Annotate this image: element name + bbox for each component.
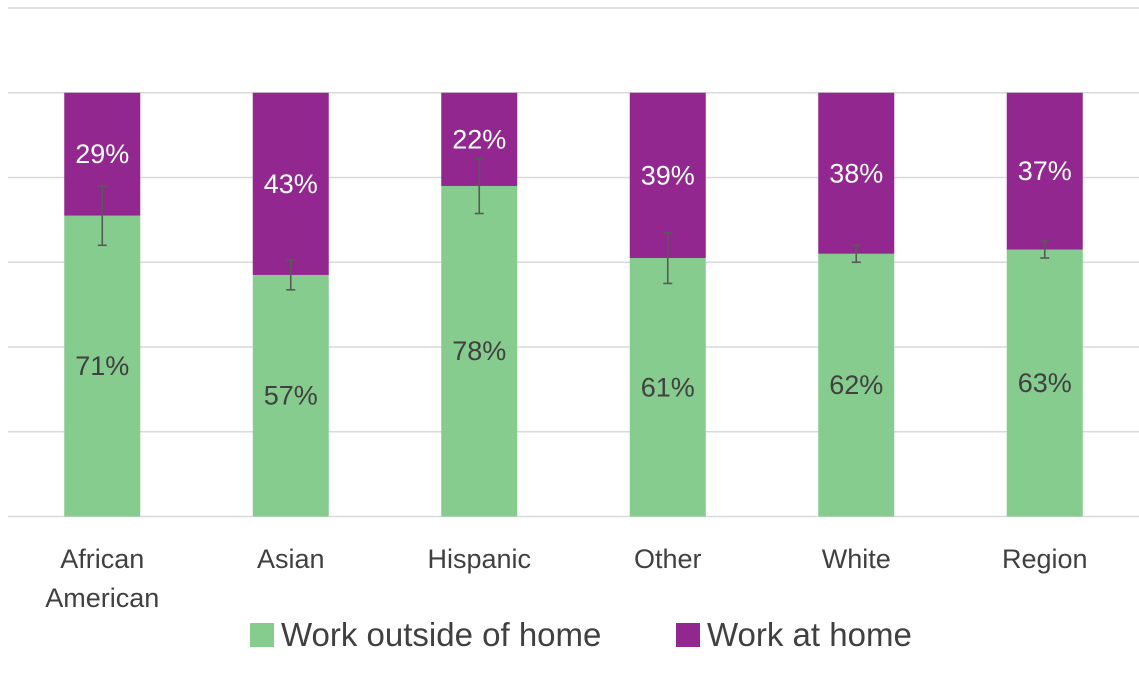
bar-work-at-home	[252, 92, 329, 275]
x-tick-label: Other	[634, 544, 702, 574]
data-label-work-at-home: 38%	[829, 158, 883, 188]
bars	[64, 92, 1083, 517]
x-tick-label: Hispanic	[427, 544, 531, 574]
error-bar	[474, 157, 484, 215]
data-label-work-outside: 78%	[452, 336, 506, 366]
x-tick-label: Asian	[257, 544, 325, 574]
bar-work-outside	[252, 274, 329, 517]
bar-work-outside	[441, 185, 518, 517]
data-label-work-outside: 71%	[75, 351, 129, 381]
data-label-work-outside: 63%	[1018, 368, 1072, 398]
gridlines	[8, 7, 1139, 518]
data-label-work-outside: 57%	[264, 381, 318, 411]
bar-work-at-home	[629, 92, 706, 259]
legend-label-work-outside: Work outside of home	[281, 616, 601, 653]
bar-work-outside	[64, 215, 141, 517]
bar-work-outside	[629, 258, 706, 517]
bar-work-at-home	[1006, 92, 1083, 250]
error-bar	[663, 231, 673, 285]
data-labels: 71% 29% 57% 43% 78% 22% 61% 39% 62% 38% 63% 37%	[75, 124, 1072, 410]
bar-work-at-home	[818, 92, 895, 254]
x-axis-tick-labels: African American Asian Hispanic Other White Re…	[45, 544, 1087, 613]
legend-swatch-work-outside	[250, 623, 274, 647]
data-label-work-at-home: 22%	[452, 124, 506, 154]
error-bar	[1040, 240, 1050, 259]
data-label-work-outside: 61%	[641, 372, 695, 402]
legend-swatch-work-at-home	[676, 623, 700, 647]
data-label-work-at-home: 37%	[1018, 156, 1072, 186]
x-tick-label: African American	[45, 544, 159, 613]
data-label-work-at-home: 29%	[75, 139, 129, 169]
error-bar	[97, 185, 107, 247]
x-tick-label: White	[822, 544, 891, 574]
legend-label-work-at-home: Work at home	[707, 616, 912, 653]
error-bars	[97, 157, 1050, 291]
bar-work-outside	[818, 253, 895, 517]
legend: Work outside of home Work at home	[250, 616, 912, 653]
error-bar	[286, 259, 296, 291]
error-bar	[851, 244, 861, 264]
data-label-work-at-home: 39%	[641, 160, 695, 190]
x-tick-label: Region	[1002, 544, 1088, 574]
data-label-work-at-home: 43%	[264, 169, 318, 199]
data-label-work-outside: 62%	[829, 370, 883, 400]
bar-work-outside	[1006, 249, 1083, 517]
